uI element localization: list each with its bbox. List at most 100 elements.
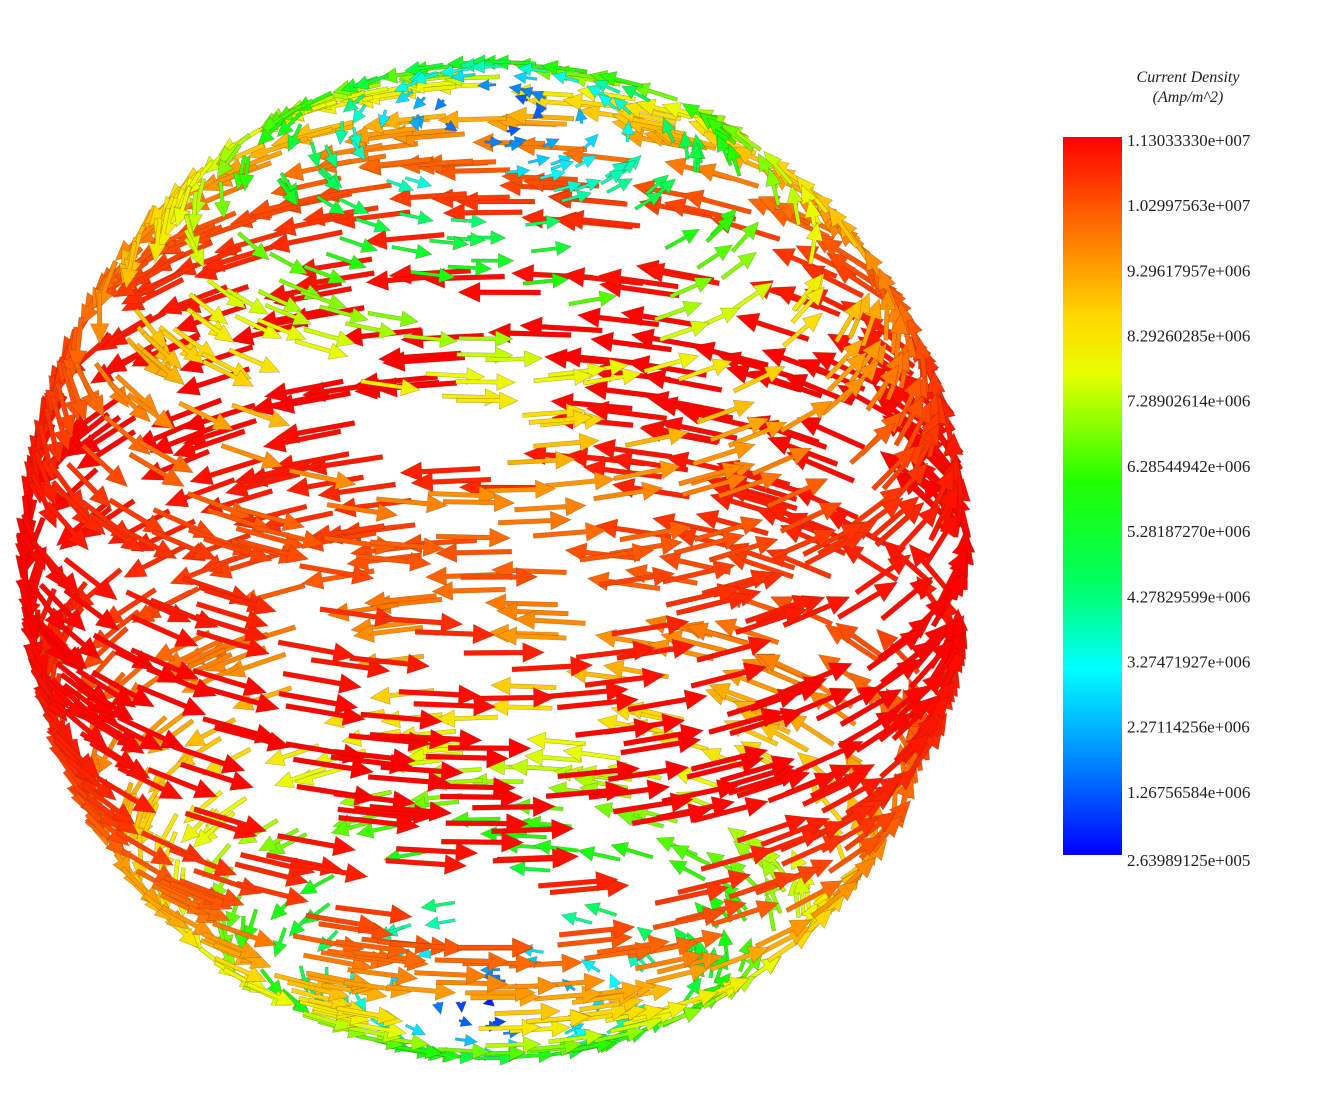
arrow: [612, 792, 694, 815]
arrow: [377, 347, 462, 369]
arrow: [860, 297, 882, 347]
arrow: [323, 144, 338, 169]
arrow: [49, 395, 73, 452]
arrow: [592, 438, 673, 460]
arrow: [116, 714, 185, 749]
arrow: [664, 228, 701, 251]
arrow: [455, 373, 516, 392]
arrow: [223, 651, 287, 678]
arrow: [519, 316, 603, 338]
arrow: [726, 688, 802, 718]
arrow: [685, 622, 753, 648]
arrow: [237, 538, 310, 564]
arrow: [457, 937, 534, 958]
arrow: [471, 252, 515, 269]
arrow: [824, 339, 864, 381]
arrow: [600, 170, 626, 186]
arrow: [662, 560, 736, 585]
arrow: [336, 1005, 398, 1025]
arrow: [585, 400, 668, 422]
arrow: [435, 527, 511, 548]
arrow: [213, 181, 231, 220]
arrow: [364, 229, 445, 251]
arrow: [561, 209, 641, 231]
arrow: [645, 962, 712, 986]
arrow: [450, 213, 488, 229]
arrow: [339, 235, 379, 253]
arrow: [473, 687, 557, 708]
arrow: [75, 667, 137, 708]
arrow: [410, 267, 456, 284]
arrow: [865, 364, 900, 412]
arrow: [575, 107, 588, 125]
arrow: [457, 281, 541, 303]
arrow: [854, 712, 915, 754]
arrow: [560, 911, 593, 926]
arrow: [352, 103, 367, 125]
arrow: [527, 154, 551, 167]
arrow: [533, 432, 600, 452]
arrow: [84, 812, 127, 858]
arrow: [533, 368, 594, 386]
arrow: [670, 845, 711, 867]
arrow: [33, 450, 59, 508]
arrow: [446, 231, 487, 247]
arrow: [301, 902, 331, 925]
arrow: [790, 286, 826, 324]
arrow: [557, 760, 641, 781]
arrow: [126, 392, 176, 430]
arrow: [429, 235, 470, 251]
arrow: [539, 168, 566, 182]
arrow: [349, 653, 431, 675]
arrow: [726, 143, 742, 177]
arrow: [523, 748, 582, 766]
arrow: [454, 1033, 479, 1047]
arrow: [765, 167, 782, 207]
arrow: [164, 477, 236, 508]
arrow: [908, 543, 952, 595]
arrow: [728, 871, 798, 900]
arrow: [779, 502, 843, 534]
arrow: [431, 581, 506, 601]
arrow: [826, 351, 868, 393]
arrow: [470, 59, 503, 74]
arrow: [83, 714, 146, 754]
arrow: [532, 521, 608, 542]
arrow: [681, 977, 702, 1005]
arrow: [237, 231, 270, 261]
arrow: [347, 966, 419, 986]
arrow: [43, 407, 65, 465]
arrow: [506, 125, 522, 137]
arrow: [528, 409, 594, 428]
arrow: [160, 904, 216, 937]
arrow: [224, 471, 301, 498]
arrow: [631, 82, 679, 102]
arrow: [225, 287, 269, 315]
arrow: [692, 441, 756, 467]
arrow: [458, 330, 514, 348]
legend: Current Density (Amp/m^2) 1.13033330e+00…: [1063, 69, 1251, 870]
arrow: [819, 237, 875, 275]
arrow: [369, 537, 446, 557]
arrow: [130, 647, 200, 680]
arrow: [507, 450, 577, 470]
arrow: [319, 606, 398, 627]
arrow: [793, 874, 811, 917]
arrow: [120, 240, 139, 290]
arrow: [235, 505, 306, 532]
arrow: [533, 985, 603, 1005]
arrow: [360, 709, 444, 731]
arrow: [540, 59, 588, 76]
legend-label: 2.27114256e+006: [1127, 718, 1250, 737]
arrow: [525, 215, 562, 230]
arrow: [183, 228, 205, 269]
arrow: [844, 775, 903, 816]
arrow: [802, 522, 865, 557]
arrow: [408, 116, 420, 132]
arrow: [530, 240, 573, 257]
arrow: [611, 614, 690, 637]
arrow: [597, 93, 617, 111]
arrow: [178, 400, 234, 431]
arrow: [391, 243, 433, 260]
arrow: [199, 488, 274, 516]
